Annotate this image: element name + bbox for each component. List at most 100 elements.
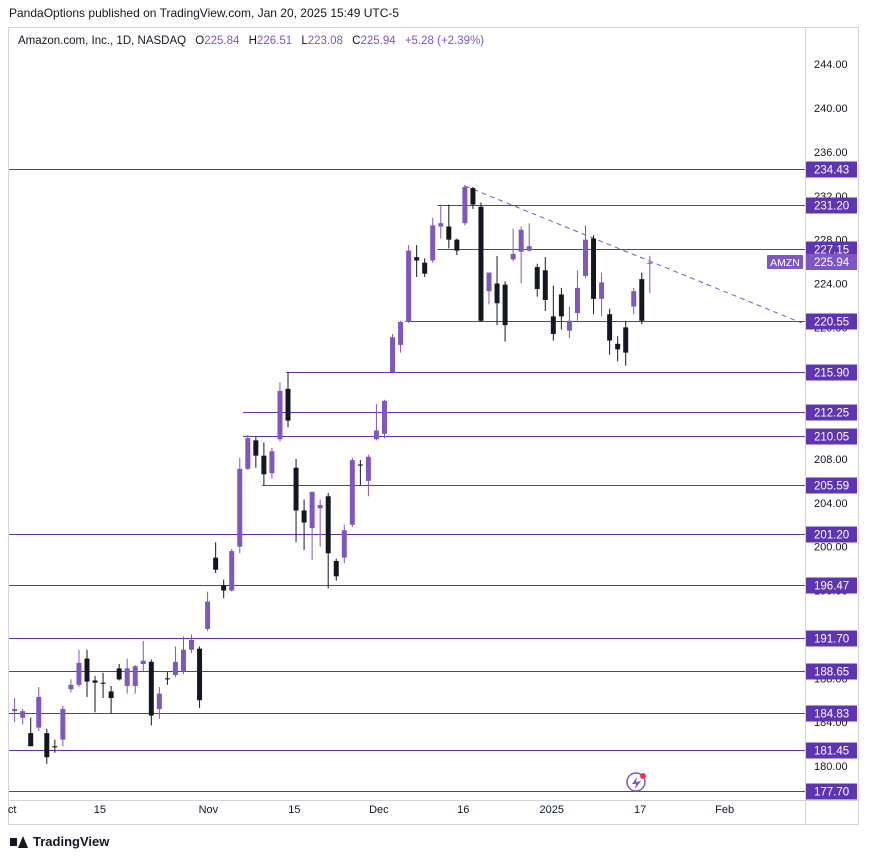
candle-body: [542, 270, 548, 300]
level-price-badge: [806, 742, 857, 759]
x-tick-label: Feb: [715, 804, 734, 816]
candle-body: [454, 239, 460, 251]
candle-body: [68, 684, 74, 690]
symbol-legend: Amazon.com, Inc., 1D, NASDAQ O225.84 H22…: [18, 35, 484, 47]
candle-body: [341, 530, 347, 558]
level-price-label: 220.55: [814, 317, 849, 329]
candle-body: [430, 225, 436, 261]
candle-body: [76, 662, 82, 685]
candle-body: [116, 668, 122, 680]
candle-body: [309, 491, 315, 529]
level-price-label: 181.45: [814, 746, 849, 758]
symbol-badge-label: AMZN: [770, 257, 800, 269]
level-price-badge: [806, 161, 857, 178]
candle-body: [84, 658, 90, 682]
y-tick-label: 240.00: [814, 103, 848, 115]
candle-body: [406, 250, 412, 322]
level-price-label: 177.70: [814, 787, 849, 799]
candle-body: [148, 661, 154, 716]
candle-body: [502, 284, 508, 326]
legend-change: +5.28 (+2.39%): [404, 35, 485, 47]
candle-body: [390, 337, 396, 373]
candle-body: [583, 239, 588, 276]
level-price-label: 212.25: [814, 408, 849, 420]
spark-icon: [626, 772, 646, 792]
level-price-badge: [806, 577, 857, 594]
level-price-label: 227.15: [814, 245, 849, 257]
x-tick-label: 2025: [539, 804, 563, 816]
notification-dot: [640, 773, 646, 779]
candle-body: [373, 430, 379, 440]
current-price-badge: [806, 254, 857, 270]
candle-body: [623, 327, 629, 353]
candle-body: [365, 456, 371, 481]
candle-body: [526, 246, 532, 251]
candle-body: [607, 314, 613, 341]
candle-body: [518, 229, 524, 252]
candle-body: [205, 601, 211, 629]
level-price-label: 231.20: [814, 201, 849, 213]
y-tick-label: 244.00: [814, 59, 848, 71]
candle-body: [237, 468, 243, 547]
candle-body: [470, 188, 476, 205]
candle-body: [197, 648, 203, 701]
x-tick-label: 16: [457, 804, 469, 816]
candle-body: [591, 238, 597, 299]
candle-body: [550, 316, 556, 334]
candle-body: [438, 223, 444, 227]
candle-body: [422, 262, 428, 274]
candle-body: [172, 661, 178, 675]
candle-body: [462, 187, 468, 224]
candle-body: [269, 451, 275, 474]
candle-body: [349, 460, 355, 525]
candle-body: [574, 287, 580, 314]
candle-body: [639, 279, 645, 321]
candle-body: [164, 678, 170, 680]
legend-low-label: L: [301, 35, 308, 47]
candle-body: [317, 505, 323, 509]
level-price-badge: [806, 630, 857, 647]
candle-body: [333, 560, 339, 577]
tradingview-logo-icon: [10, 835, 28, 848]
candle-body: [534, 267, 540, 289]
candle-body: [647, 262, 653, 264]
candle-body: [140, 660, 146, 665]
candle-body: [277, 390, 283, 440]
legend-symbol[interactable]: Amazon.com, Inc., 1D, NASDAQ: [18, 35, 187, 47]
level-price-badge: [806, 428, 857, 445]
candle-body: [229, 551, 235, 591]
level-price-label: 184.83: [814, 709, 849, 721]
candle-body: [486, 272, 492, 292]
y-tick-label: 208.00: [814, 454, 848, 466]
candle-body: [28, 733, 34, 747]
y-tick-label: 224.00: [814, 279, 848, 291]
candle-body: [381, 400, 387, 434]
level-price-badge: [806, 364, 857, 381]
candle-body: [189, 639, 195, 650]
level-price-badge: [806, 477, 857, 494]
candle-body: [100, 682, 106, 684]
candle-body: [414, 257, 420, 261]
candle-body: [510, 253, 516, 260]
level-price-badge: [806, 404, 857, 421]
footer-brand: TradingView: [33, 834, 110, 849]
candle-body: [245, 438, 251, 469]
candle-body: [60, 708, 66, 740]
candle-body: [132, 666, 138, 686]
x-tick-label: 15: [94, 804, 106, 816]
legend-close-value: 225.94: [360, 35, 396, 47]
tradingview-footer[interactable]: TradingView: [10, 834, 109, 849]
legend-high-value: 226.51: [256, 35, 293, 47]
candle-body: [285, 388, 291, 421]
legend-low-value: 223.08: [307, 35, 343, 47]
level-price-badge: [806, 783, 857, 800]
y-tick-label: 236.00: [814, 147, 848, 159]
level-price-label: 188.65: [814, 667, 849, 679]
legend-open-value: 225.84: [204, 35, 240, 47]
level-price-badge: [806, 526, 857, 543]
symbol-badge: [767, 255, 803, 269]
level-price-label: 234.43: [814, 165, 849, 177]
candle-body: [92, 680, 98, 683]
x-tick-label: 15: [288, 804, 300, 816]
